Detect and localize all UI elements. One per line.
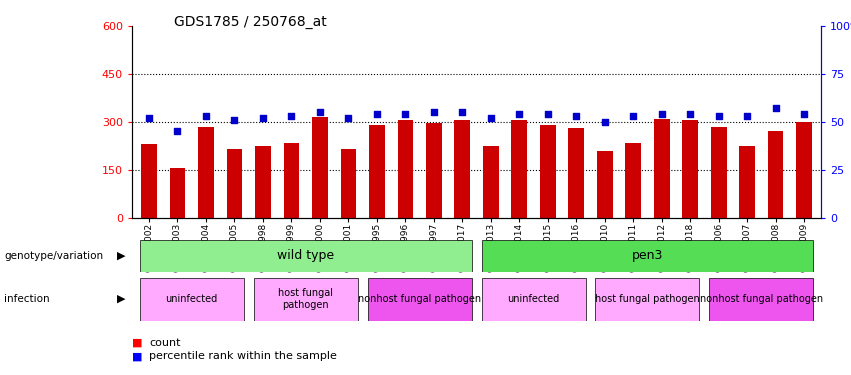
Bar [397, 120, 414, 218]
Point [683, 111, 697, 117]
Bar [368, 278, 471, 321]
Bar [482, 278, 585, 321]
Bar [768, 132, 784, 218]
Point [455, 110, 469, 116]
Point [313, 110, 327, 116]
Point [484, 115, 498, 121]
Bar [283, 142, 300, 218]
Bar [654, 118, 670, 218]
Bar [226, 149, 243, 217]
Point [541, 111, 555, 117]
Bar [340, 149, 357, 217]
Point [797, 111, 811, 117]
Text: percentile rank within the sample: percentile rank within the sample [149, 351, 337, 361]
Bar [740, 146, 755, 218]
Bar [511, 120, 527, 218]
Text: host fungal pathogen: host fungal pathogen [595, 294, 700, 304]
Point [284, 113, 298, 119]
Bar [454, 120, 470, 218]
Bar [312, 117, 328, 218]
Bar [482, 240, 814, 272]
Text: ▶: ▶ [117, 294, 126, 304]
Point [256, 115, 270, 121]
Bar [597, 150, 613, 217]
Bar [683, 120, 698, 218]
Point [199, 113, 213, 119]
Bar [596, 278, 700, 321]
Point [768, 105, 782, 111]
Point [370, 111, 384, 117]
Bar [711, 127, 727, 218]
Bar [254, 278, 357, 321]
Point [740, 113, 754, 119]
Text: uninfected: uninfected [507, 294, 560, 304]
Bar [140, 278, 243, 321]
Text: ■: ■ [132, 351, 142, 361]
Text: infection: infection [4, 294, 50, 304]
Point [142, 115, 156, 121]
Bar [710, 278, 814, 321]
Text: GDS1785 / 250768_at: GDS1785 / 250768_at [174, 15, 327, 29]
Bar [568, 128, 584, 217]
Point [626, 113, 640, 119]
Text: wild type: wild type [277, 249, 334, 262]
Point [398, 111, 412, 117]
Bar [540, 125, 556, 218]
Bar [198, 127, 214, 218]
Bar [169, 168, 186, 217]
Point [598, 119, 612, 125]
Point [655, 111, 669, 117]
Text: genotype/variation: genotype/variation [4, 251, 103, 261]
Text: nonhost fungal pathogen: nonhost fungal pathogen [700, 294, 823, 304]
Bar [483, 146, 499, 218]
Point [341, 115, 355, 121]
Bar [369, 125, 385, 218]
Point [171, 128, 185, 135]
Bar [141, 144, 157, 218]
Bar [140, 240, 471, 272]
Text: count: count [149, 338, 180, 348]
Point [569, 113, 583, 119]
Text: ■: ■ [132, 338, 142, 348]
Text: pen3: pen3 [631, 249, 663, 262]
Bar [625, 142, 641, 218]
Text: host fungal
pathogen: host fungal pathogen [278, 288, 333, 310]
Bar [426, 123, 442, 218]
Bar [797, 122, 812, 218]
Text: ▶: ▶ [117, 251, 126, 261]
Text: nonhost fungal pathogen: nonhost fungal pathogen [358, 294, 481, 304]
Point [712, 113, 726, 119]
Text: uninfected: uninfected [166, 294, 218, 304]
Point [427, 110, 441, 116]
Bar [255, 146, 271, 218]
Point [227, 117, 241, 123]
Point [512, 111, 526, 117]
